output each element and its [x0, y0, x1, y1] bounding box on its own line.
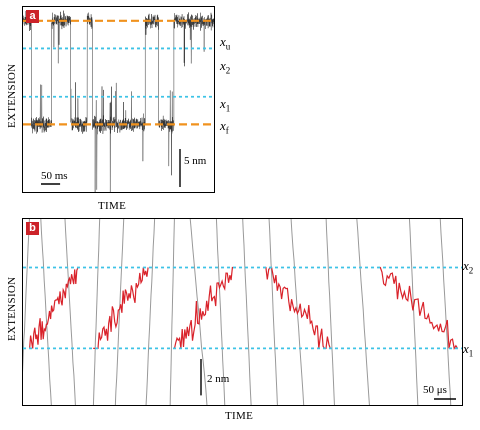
- panel-b-xlabel: TIME: [225, 410, 254, 422]
- panel-b-outside-trajectory: [40, 219, 52, 405]
- panel-a-level-xf: xf: [220, 118, 229, 136]
- panel-b-plot: 2 nm 50 μs: [23, 219, 462, 405]
- panel-a-level-x1: x1: [220, 96, 231, 114]
- panel-b-ylabel: EXTENSION: [6, 276, 18, 341]
- panel-a: a 50 ms 5 nm: [22, 6, 215, 193]
- panel-a-tag: a: [26, 10, 39, 23]
- panel-b-transition-path: [173, 266, 234, 349]
- panel-b-outside-trajectory: [169, 219, 175, 405]
- panel-b-level-x1: x1: [463, 341, 474, 359]
- panel-b-outside-trajectory: [268, 219, 278, 405]
- panel-a-trace: [23, 10, 214, 192]
- panel-b-outside-trajectory: [408, 219, 419, 405]
- panel-b-outside-trajectory: [189, 219, 208, 405]
- panel-b-scalebar-x-label: 50 μs: [423, 384, 447, 396]
- panel-b-scalebar-y-label: 2 nm: [207, 373, 230, 385]
- panel-a-ylabel: EXTENSION: [6, 63, 18, 128]
- panel-b-outside-trajectory: [145, 219, 156, 405]
- panel-b-transition-path: [378, 266, 459, 351]
- panel-b: b 2 nm 50 μs: [22, 218, 463, 406]
- panel-b-outside-trajectory: [325, 219, 335, 405]
- panel-b-tag: b: [26, 222, 39, 235]
- panel-b-outside-trajectory: [439, 219, 452, 405]
- panel-a-xlabel: TIME: [98, 200, 127, 212]
- panel-a-plot: 50 ms 5 nm: [23, 10, 214, 192]
- panel-b-outside-trajectory: [356, 219, 370, 405]
- panel-b-outside-trajectory: [114, 219, 125, 405]
- panel-a-scalebar-y-label: 5 nm: [184, 155, 207, 167]
- panel-a-level-xu: xu: [220, 34, 231, 52]
- panel-b-outside-trajectory: [64, 219, 76, 405]
- panel-b-transition-path: [29, 267, 79, 349]
- panel-b-outside-trajectory: [23, 219, 30, 373]
- panel-b-outside-trajectory: [215, 219, 226, 405]
- panel-a-scalebar-x-label: 50 ms: [41, 170, 68, 182]
- panel-b-level-x2: x2: [463, 258, 474, 276]
- panel-b-outside-trajectory: [242, 219, 252, 405]
- panel-b-outside-trajectory: [92, 219, 101, 405]
- panel-b-transition-path: [93, 267, 149, 349]
- panel-b-transition-path: [264, 266, 331, 349]
- panel-a-level-x2: x2: [220, 58, 231, 76]
